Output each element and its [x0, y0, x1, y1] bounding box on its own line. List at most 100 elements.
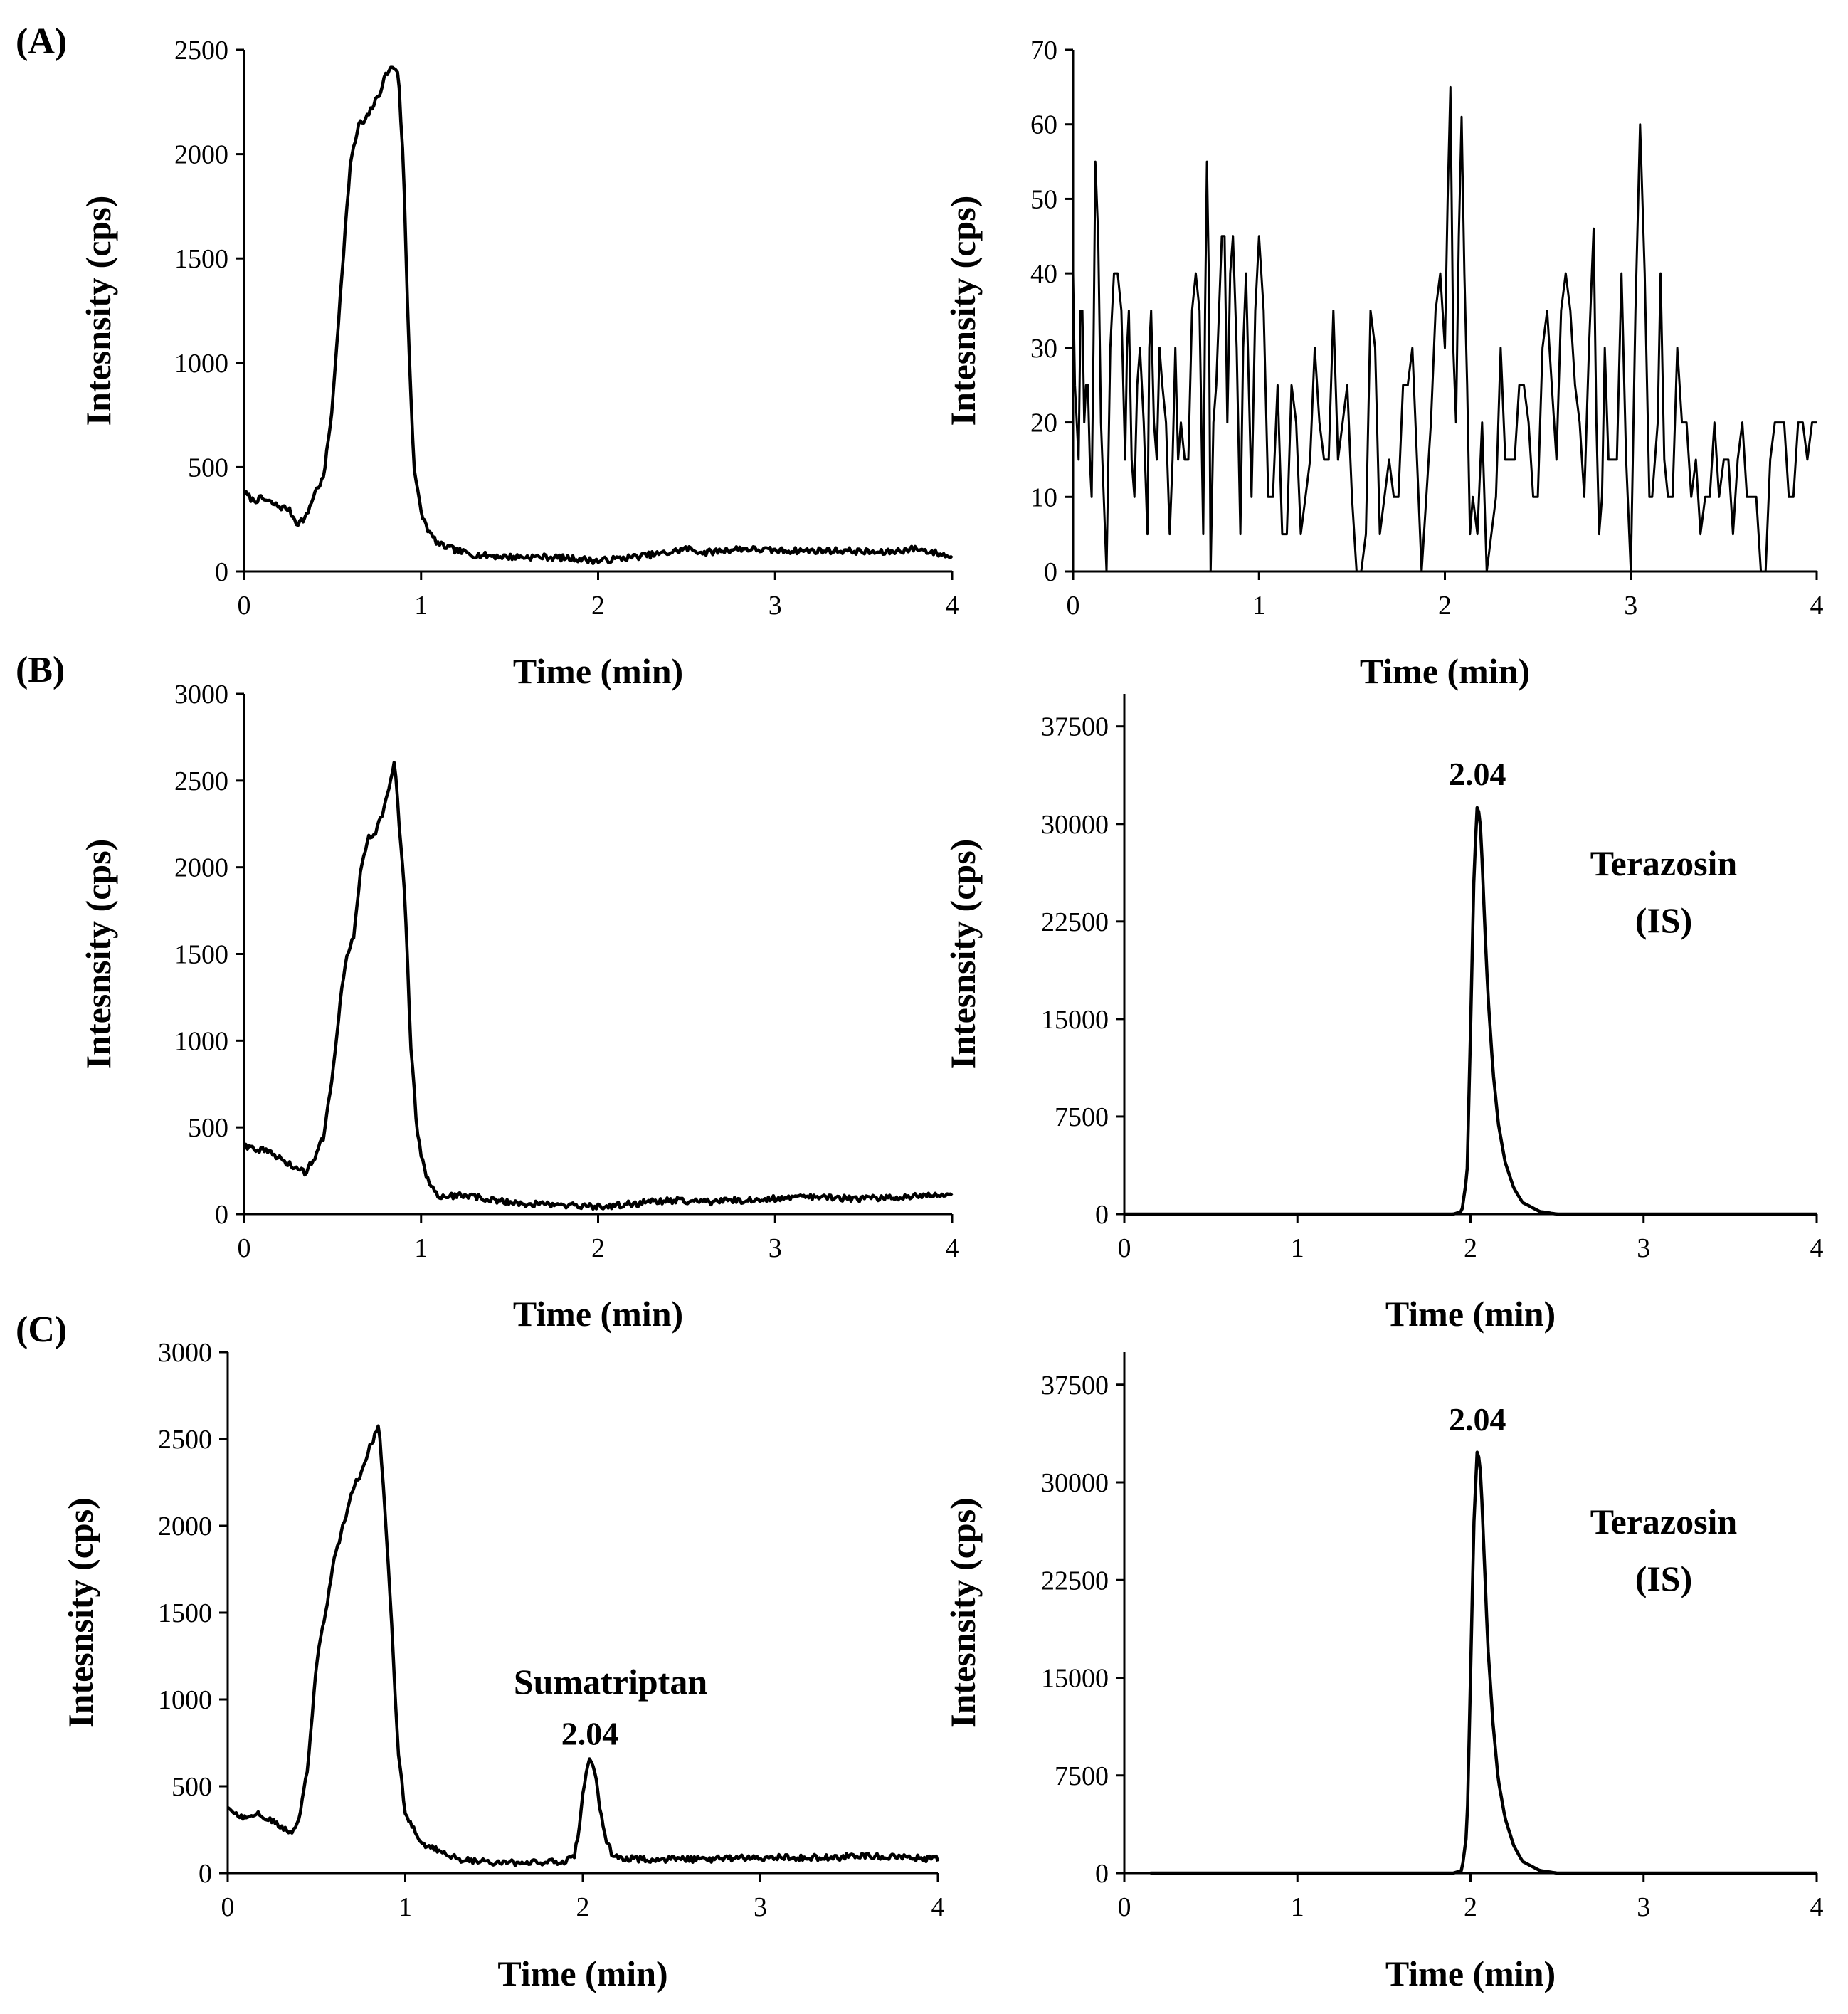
x-tick-label: 0 [1118, 1233, 1131, 1263]
y-tick-label: 2000 [174, 140, 228, 170]
y-tick-label: 0 [215, 1200, 228, 1230]
x-tick-label: 4 [931, 1892, 945, 1922]
compound-annotation: (IS) [1635, 1559, 1693, 1598]
chart-c-right: 0 7500 15000 22500 30000 37500 0 1 2 3 4 Time (min)… [943, 1352, 1824, 1993]
x-tick-label: 1 [1291, 1233, 1304, 1263]
x-tick-label: 1 [1252, 591, 1266, 621]
compound-annotation: Terazosin [1590, 1502, 1738, 1541]
y-tick-label: 15000 [1041, 1664, 1109, 1694]
y-tick-label: 0 [215, 557, 228, 587]
y-tick-label: 50 [1030, 184, 1057, 214]
x-axis-title: Time (min) [1385, 1294, 1556, 1334]
y-tick-label: 37500 [1041, 1371, 1109, 1401]
x-tick-label: 0 [1118, 1892, 1131, 1922]
x-tick-label: 1 [1291, 1892, 1304, 1922]
y-tick-label: 30000 [1041, 1468, 1109, 1498]
chart-a-right: 0 10 20 30 40 50 60 70 0 1 2 3 4 Time (min) Intesnsity… [943, 36, 1824, 691]
series-line [1124, 806, 1817, 1216]
peak-retention-label: 2.04 [1449, 1401, 1506, 1438]
x-tick-label: 2 [591, 591, 605, 621]
x-tick-label: 0 [1067, 591, 1080, 621]
x-tick-label: 2 [1464, 1892, 1477, 1922]
y-tick-label: 2500 [158, 1425, 212, 1455]
x-tick-label: 1 [414, 591, 428, 621]
y-tick-label: 500 [171, 1772, 212, 1802]
panel-label-a: (A) [16, 21, 67, 62]
y-tick-label: 7500 [1055, 1761, 1109, 1791]
panel-label-b: (B) [16, 650, 65, 690]
y-tick-label: 3000 [158, 1338, 212, 1368]
series-line [1150, 1450, 1817, 1875]
x-tick-label: 2 [1438, 591, 1452, 621]
y-tick-label: 20 [1030, 408, 1057, 438]
y-tick-label: 15000 [1041, 1005, 1109, 1035]
series-line [243, 761, 954, 1211]
x-tick-label: 0 [221, 1892, 235, 1922]
series-line [243, 65, 954, 565]
chart-b-left: 0 500 1000 1500 2000 2500 3000 0 1 2 3 4 Time (min) I… [78, 680, 959, 1334]
x-tick-label: 3 [1637, 1233, 1650, 1263]
y-tick-label: 3000 [174, 680, 228, 710]
x-tick-label: 2 [1464, 1233, 1477, 1263]
y-tick-label: 2500 [174, 36, 228, 65]
y-tick-label: 1500 [174, 940, 228, 970]
y-tick-label: 2000 [174, 853, 228, 883]
x-tick-label: 1 [414, 1233, 428, 1263]
y-tick-label: 500 [188, 453, 228, 483]
peak-retention-label: 2.04 [561, 1715, 619, 1751]
x-tick-label: 4 [946, 1233, 959, 1263]
x-tick-label: 4 [1810, 1892, 1824, 1922]
y-tick-label: 0 [1095, 1859, 1109, 1889]
x-tick-label: 0 [238, 1233, 251, 1263]
y-tick-label: 2500 [174, 766, 228, 796]
x-axis-title: Time (min) [513, 1294, 683, 1334]
y-axis-title: Intesnsity (cps) [60, 1497, 100, 1728]
y-tick-label: 30 [1030, 334, 1057, 364]
y-tick-label: 22500 [1041, 907, 1109, 937]
x-tick-label: 2 [576, 1892, 590, 1922]
y-tick-label: 1000 [174, 349, 228, 379]
chart-b-right: 0 7500 15000 22500 30000 37500 0 1 2 3 4 Time (min)… [943, 694, 1824, 1334]
y-tick-label: 0 [1095, 1200, 1109, 1230]
y-tick-label: 1000 [174, 1026, 228, 1056]
y-tick-label: 7500 [1055, 1102, 1109, 1132]
x-axis-title: Time (min) [1385, 1954, 1556, 1993]
y-axis-title: Intesnsity (cps) [943, 839, 983, 1070]
compound-annotation: (IS) [1635, 900, 1693, 940]
peak-retention-label: 2.04 [1449, 756, 1506, 792]
x-tick-label: 3 [1624, 591, 1637, 621]
y-tick-label: 1000 [158, 1685, 212, 1715]
x-tick-label: 3 [1637, 1892, 1650, 1922]
x-axis-title: Time (min) [1360, 651, 1530, 691]
y-tick-label: 2000 [158, 1512, 212, 1541]
chart-a-left: 0 500 1000 1500 2000 2500 0 1 2 3 4 Time (min) Intes… [78, 36, 959, 691]
y-tick-label: 0 [1044, 557, 1057, 587]
y-tick-label: 37500 [1041, 712, 1109, 742]
x-tick-label: 1 [398, 1892, 412, 1922]
x-tick-label: 2 [591, 1233, 605, 1263]
x-axis-title: Time (min) [497, 1954, 667, 1993]
y-tick-label: 1500 [158, 1598, 212, 1628]
series-line [1072, 85, 1817, 573]
panel-label-c: (C) [16, 1309, 67, 1350]
x-tick-label: 4 [1810, 591, 1824, 621]
y-axis-title: Intesnsity (cps) [943, 1497, 983, 1728]
y-tick-label: 70 [1030, 36, 1057, 65]
y-tick-label: 22500 [1041, 1566, 1109, 1596]
y-tick-label: 500 [188, 1113, 228, 1143]
y-axis-title: Intesnsity (cps) [78, 196, 118, 426]
x-tick-label: 3 [769, 1233, 782, 1263]
compound-annotation: Terazosin [1590, 843, 1738, 883]
y-tick-label: 0 [199, 1859, 212, 1889]
series-line [226, 1424, 940, 1867]
y-axis-title: Intesnsity (cps) [943, 196, 983, 426]
y-tick-label: 60 [1030, 110, 1057, 140]
x-tick-label: 3 [769, 591, 782, 621]
y-tick-label: 30000 [1041, 810, 1109, 840]
x-tick-label: 4 [1810, 1233, 1824, 1263]
x-tick-label: 3 [754, 1892, 767, 1922]
y-tick-label: 1500 [174, 244, 228, 274]
compound-annotation: Sumatriptan [514, 1662, 707, 1702]
